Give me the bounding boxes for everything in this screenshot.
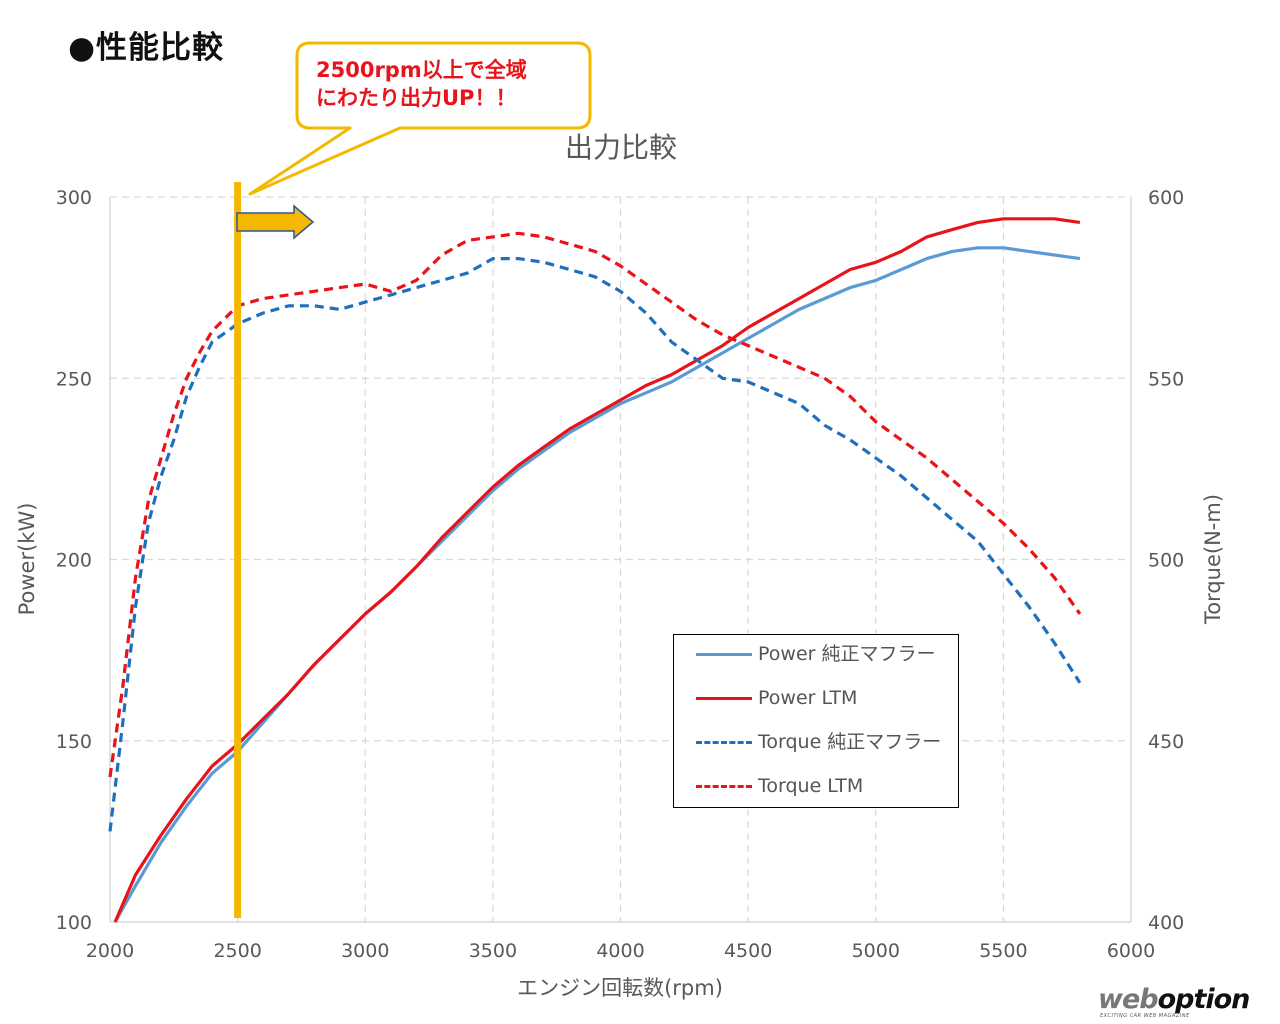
x-tick-label: 2500	[213, 940, 261, 962]
legend-swatch-torque-ltm	[696, 785, 752, 788]
chart-legend: Power 純正マフラー Power LTM Torque 純正マフラー Tor…	[673, 634, 959, 808]
y-tick-label: 100	[56, 912, 92, 934]
y2-axis-label: Torque(N-m)	[1201, 494, 1225, 625]
page-heading: ●性能比較	[68, 30, 225, 66]
legend-label: Power 純正マフラー	[758, 643, 936, 665]
series-line-2	[108, 257, 1082, 832]
series-line-0	[113, 246, 1081, 923]
annotations	[234, 41, 592, 918]
chart-title: 出力比較	[565, 131, 677, 164]
callout-line-1: 2500rpm以上で全域	[316, 58, 527, 82]
x-tick-label: 4000	[596, 940, 644, 962]
y2-tick-label: 500	[1148, 550, 1184, 572]
y-tick-label: 200	[56, 550, 92, 572]
y-tick-label: 150	[56, 731, 92, 753]
legend-swatch-power-stock	[696, 653, 752, 656]
legend-item-power-ltm: Power LTM	[674, 686, 958, 710]
legend-item-power-stock: Power 純正マフラー	[674, 642, 958, 666]
series-lines	[108, 217, 1082, 923]
x-tick-label: 3000	[341, 940, 389, 962]
y2-tick-label: 550	[1148, 368, 1184, 390]
x-tick-label: 2000	[86, 940, 134, 962]
x-tick-label: 4500	[724, 940, 772, 962]
legend-label: Torque 純正マフラー	[758, 731, 942, 753]
legend-item-torque-stock: Torque 純正マフラー	[674, 730, 958, 754]
y-axis-label: Power(kW)	[15, 503, 39, 616]
legend-swatch-power-ltm	[696, 697, 752, 700]
y2-tick-label: 400	[1148, 912, 1184, 934]
brand-logo: weboption	[1098, 984, 1250, 1015]
x-tick-label: 6000	[1107, 940, 1155, 962]
callout-text: 2500rpm以上で全域 にわたり出力UP！！	[316, 56, 576, 112]
axes: 100 400 150 450 200 500 250 550 300 600 2000 2500 30…	[15, 131, 1225, 1000]
legend-label: Power LTM	[758, 687, 858, 709]
grid-lines	[110, 196, 1131, 922]
y-tick-label: 300	[56, 187, 92, 209]
callout-bubble	[248, 41, 592, 196]
legend-item-torque-ltm: Torque LTM	[674, 774, 958, 798]
series-line-1	[113, 217, 1081, 923]
brand-tagline: EXCITING CAR WEB MAGAZINE	[1100, 1013, 1190, 1019]
x-axis-label: エンジン回転数(rpm)	[517, 976, 723, 1000]
callout-line-2: にわたり出力UP！！	[316, 86, 517, 110]
legend-swatch-torque-stock	[696, 741, 752, 744]
arrow-right-icon	[236, 204, 315, 240]
y2-tick-label: 600	[1148, 187, 1184, 209]
x-tick-label: 5500	[979, 940, 1027, 962]
series-line-3	[108, 231, 1082, 778]
y2-tick-label: 450	[1148, 731, 1184, 753]
x-tick-label: 3500	[469, 940, 517, 962]
y-tick-label: 250	[56, 368, 92, 390]
legend-label: Torque LTM	[758, 775, 864, 797]
x-tick-label: 5000	[852, 940, 900, 962]
